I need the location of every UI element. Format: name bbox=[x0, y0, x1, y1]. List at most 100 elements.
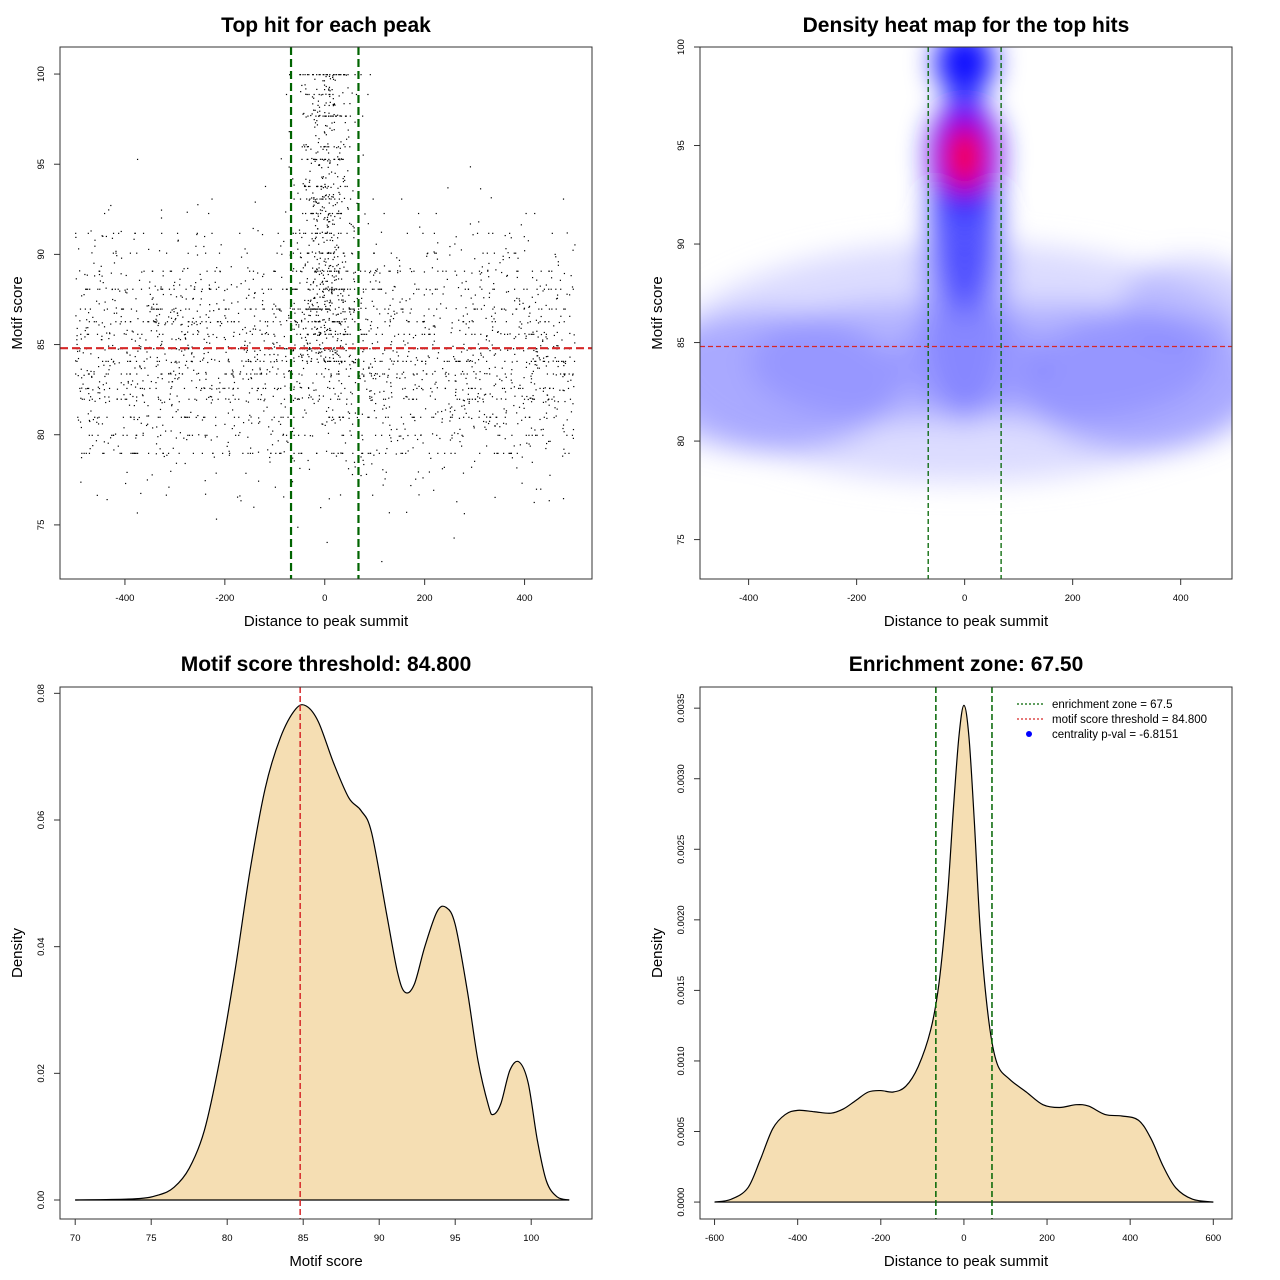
scatter-point bbox=[315, 271, 317, 273]
scatter-point bbox=[554, 253, 556, 255]
scatter-point bbox=[175, 339, 177, 341]
scatter-point bbox=[333, 234, 335, 236]
scatter-point bbox=[296, 398, 299, 400]
scatter-point bbox=[476, 232, 479, 234]
scatter-point bbox=[93, 373, 95, 375]
scatter-point bbox=[257, 272, 259, 274]
scatter-point bbox=[332, 76, 334, 79]
scatter-point bbox=[339, 322, 341, 324]
scatter-point bbox=[492, 232, 494, 234]
scatter-point bbox=[191, 434, 194, 436]
scatter-point bbox=[443, 466, 445, 468]
scatter-point bbox=[323, 196, 325, 198]
scatter-point bbox=[214, 281, 216, 283]
scatter-point bbox=[233, 321, 235, 323]
scatter-point bbox=[338, 380, 340, 382]
scatter-point bbox=[534, 212, 536, 215]
scatter-point bbox=[315, 308, 317, 310]
scatter-point bbox=[384, 398, 387, 400]
scatter-point bbox=[548, 321, 550, 323]
scatter-point bbox=[325, 198, 327, 200]
scatter-point bbox=[266, 373, 268, 375]
scatter-point bbox=[172, 321, 175, 323]
scatter-point bbox=[132, 452, 134, 454]
scatter-point bbox=[331, 290, 333, 292]
scatter-point bbox=[128, 404, 131, 406]
scatter-point bbox=[321, 167, 323, 169]
scatter-point bbox=[563, 431, 565, 433]
scatter-point bbox=[462, 321, 465, 323]
scatter-point bbox=[340, 392, 342, 394]
scatter-point bbox=[331, 275, 333, 277]
scatter-point bbox=[251, 333, 253, 335]
scatter-point bbox=[183, 387, 186, 390]
scatter-point bbox=[244, 280, 247, 282]
scatter-point bbox=[429, 395, 432, 397]
scatter-point bbox=[340, 141, 342, 143]
scatter-point bbox=[219, 321, 222, 323]
scatter-point bbox=[286, 440, 288, 442]
scatter-point bbox=[331, 293, 333, 295]
scatter-point bbox=[319, 296, 321, 298]
scatter-point bbox=[293, 198, 295, 200]
scatter-point bbox=[307, 343, 309, 345]
scatter-point bbox=[298, 452, 300, 454]
scatter-point bbox=[352, 225, 354, 227]
scatter-point bbox=[239, 495, 241, 497]
scatter-point bbox=[513, 252, 515, 254]
scatter-point bbox=[97, 423, 100, 425]
scatter-point bbox=[539, 285, 541, 287]
scatter-point bbox=[176, 312, 179, 314]
scatter-point bbox=[328, 290, 330, 292]
scatter-point bbox=[183, 268, 185, 270]
scatter-point bbox=[381, 360, 383, 362]
scatter-point bbox=[325, 450, 328, 452]
scatter-point bbox=[482, 252, 484, 254]
scatter-point bbox=[353, 230, 355, 232]
scatter-point bbox=[314, 326, 316, 328]
scatter-point bbox=[458, 319, 460, 321]
scatter-point bbox=[371, 300, 373, 302]
scatter-point bbox=[308, 397, 310, 399]
scatter-point bbox=[312, 308, 315, 310]
scatter-point bbox=[165, 494, 167, 496]
scatter-point bbox=[85, 288, 87, 290]
scatter-point bbox=[479, 397, 481, 399]
scatter-point bbox=[539, 359, 541, 361]
scatter-point bbox=[193, 356, 195, 358]
scatter-point bbox=[535, 350, 537, 353]
scatter-point bbox=[332, 350, 334, 352]
scatter-point bbox=[332, 98, 334, 100]
y-tick-label: 0.08 bbox=[36, 684, 47, 703]
scatter-point bbox=[83, 294, 85, 296]
scatter-point bbox=[474, 333, 476, 335]
scatter-point bbox=[325, 102, 327, 104]
scatter-point bbox=[238, 416, 240, 418]
scatter-point bbox=[444, 373, 447, 375]
scatter-point bbox=[254, 328, 257, 330]
scatter-point bbox=[139, 366, 141, 368]
density-line bbox=[714, 704, 1214, 1203]
scatter-point bbox=[479, 371, 481, 373]
scatter-point bbox=[229, 401, 231, 403]
scatter-point bbox=[314, 308, 316, 310]
scatter-point bbox=[93, 321, 95, 323]
scatter-point bbox=[289, 74, 291, 76]
scatter-point bbox=[471, 366, 473, 368]
scatter-point bbox=[517, 257, 519, 259]
scatter-point bbox=[461, 445, 463, 447]
scatter-point bbox=[148, 305, 150, 307]
scatter-point bbox=[361, 297, 363, 299]
scatter-point bbox=[333, 289, 335, 291]
scatter-point bbox=[329, 232, 331, 234]
scatter-point bbox=[412, 398, 415, 400]
x-tick-label: -200 bbox=[871, 1233, 890, 1244]
scatter-point bbox=[86, 333, 88, 335]
scatter-point bbox=[323, 131, 326, 133]
scatter-point bbox=[321, 209, 323, 212]
scatter-point bbox=[545, 336, 547, 338]
scatter-point bbox=[119, 323, 121, 325]
scatter-point bbox=[548, 387, 551, 390]
